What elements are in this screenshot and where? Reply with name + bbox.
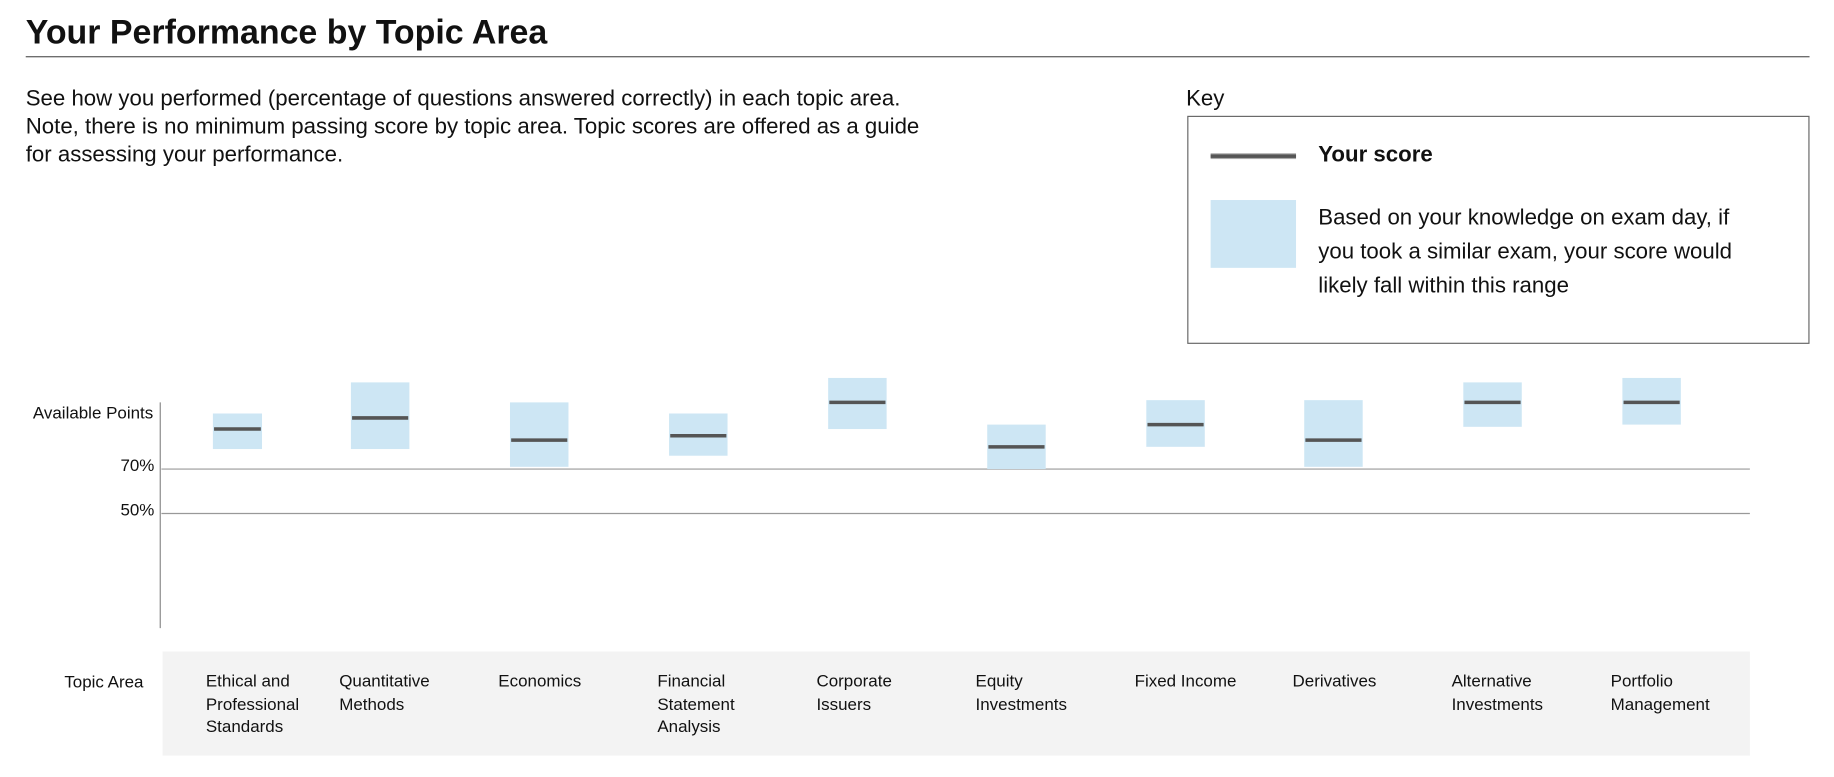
rule	[25, 56, 1810, 58]
x-tick-label: Corporate Issuers	[816, 672, 892, 715]
key-score-label: Your score	[1318, 142, 1433, 168]
x-tick-label: Fixed Income	[1134, 672, 1237, 692]
x-tick-label: Financial Statement Analysis	[657, 672, 735, 738]
x-tick-label: Equity Investments	[975, 672, 1067, 715]
score-range	[1304, 400, 1363, 467]
x-tick-label: Derivatives	[1292, 672, 1377, 692]
x-tick-label: Ethical and Professional Standards	[205, 672, 300, 738]
y-tick-label: 50%	[120, 501, 154, 520]
key-range-label: Based on your knowledge on exam day, if …	[1318, 205, 1733, 299]
key-box	[1187, 115, 1810, 344]
x-tick-label: Quantitative Methods	[339, 672, 430, 715]
x-axis-label: Topic Area	[64, 673, 144, 692]
score-range	[1463, 382, 1522, 427]
x-tick-label: Economics	[498, 672, 582, 692]
description: See how you performed (percentage of que…	[25, 86, 920, 168]
score-range	[350, 382, 410, 450]
y-axis-label: Available Points	[33, 404, 153, 423]
y-tick-label: 70%	[120, 456, 154, 475]
category-band	[162, 651, 1750, 756]
key-score-sample	[1210, 154, 1297, 158]
score-range	[212, 413, 263, 450]
key-range-sample	[1210, 200, 1297, 268]
title: Your Performance by Topic Area	[25, 14, 548, 52]
x-tick-label: Alternative Investments	[1451, 672, 1544, 715]
key-title: Key	[1186, 86, 1225, 112]
x-tick-label: Portfolio Management	[1610, 672, 1710, 715]
score-range	[509, 402, 569, 467]
